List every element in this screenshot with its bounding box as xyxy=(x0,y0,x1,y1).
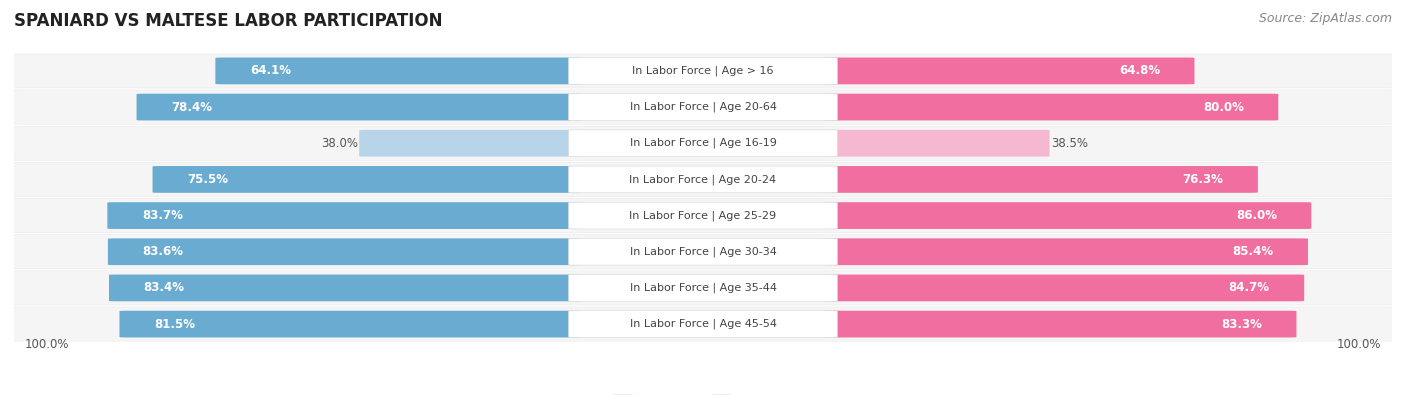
FancyBboxPatch shape xyxy=(824,58,1195,84)
FancyBboxPatch shape xyxy=(6,234,1400,269)
Text: 38.5%: 38.5% xyxy=(1050,137,1088,150)
FancyBboxPatch shape xyxy=(824,166,1258,193)
FancyBboxPatch shape xyxy=(152,166,582,193)
FancyBboxPatch shape xyxy=(215,58,582,84)
Text: In Labor Force | Age 30-34: In Labor Force | Age 30-34 xyxy=(630,246,776,257)
Text: 38.0%: 38.0% xyxy=(321,137,359,150)
FancyBboxPatch shape xyxy=(10,126,1396,160)
FancyBboxPatch shape xyxy=(10,271,1396,305)
FancyBboxPatch shape xyxy=(824,130,1049,157)
Text: 83.4%: 83.4% xyxy=(143,281,184,294)
Text: 100.0%: 100.0% xyxy=(24,338,69,351)
FancyBboxPatch shape xyxy=(359,130,582,157)
FancyBboxPatch shape xyxy=(6,307,1400,341)
Text: In Labor Force | Age 25-29: In Labor Force | Age 25-29 xyxy=(630,210,776,221)
Text: In Labor Force | Age 20-64: In Labor Force | Age 20-64 xyxy=(630,102,776,112)
Legend: Spaniard, Maltese: Spaniard, Maltese xyxy=(607,389,799,395)
FancyBboxPatch shape xyxy=(6,126,1400,161)
Text: 80.0%: 80.0% xyxy=(1204,101,1244,114)
FancyBboxPatch shape xyxy=(824,238,1308,265)
FancyBboxPatch shape xyxy=(824,275,1305,301)
Text: 81.5%: 81.5% xyxy=(153,318,195,331)
FancyBboxPatch shape xyxy=(10,199,1396,232)
FancyBboxPatch shape xyxy=(120,311,582,337)
FancyBboxPatch shape xyxy=(6,271,1400,305)
FancyBboxPatch shape xyxy=(136,94,582,120)
Text: In Labor Force | Age 20-24: In Labor Force | Age 20-24 xyxy=(630,174,776,185)
Text: In Labor Force | Age 45-54: In Labor Force | Age 45-54 xyxy=(630,319,776,329)
Text: Source: ZipAtlas.com: Source: ZipAtlas.com xyxy=(1258,12,1392,25)
FancyBboxPatch shape xyxy=(10,163,1396,196)
FancyBboxPatch shape xyxy=(10,90,1396,124)
FancyBboxPatch shape xyxy=(568,166,838,193)
Text: 86.0%: 86.0% xyxy=(1236,209,1277,222)
Text: SPANIARD VS MALTESE LABOR PARTICIPATION: SPANIARD VS MALTESE LABOR PARTICIPATION xyxy=(14,12,443,30)
Text: In Labor Force | Age 35-44: In Labor Force | Age 35-44 xyxy=(630,283,776,293)
Text: 85.4%: 85.4% xyxy=(1233,245,1274,258)
FancyBboxPatch shape xyxy=(568,130,838,157)
FancyBboxPatch shape xyxy=(6,90,1400,124)
FancyBboxPatch shape xyxy=(10,54,1396,88)
FancyBboxPatch shape xyxy=(107,202,582,229)
Text: 83.6%: 83.6% xyxy=(142,245,183,258)
Text: In Labor Force | Age 16-19: In Labor Force | Age 16-19 xyxy=(630,138,776,149)
FancyBboxPatch shape xyxy=(568,94,838,120)
FancyBboxPatch shape xyxy=(110,275,582,301)
Text: 76.3%: 76.3% xyxy=(1182,173,1223,186)
FancyBboxPatch shape xyxy=(568,202,838,229)
Text: 64.8%: 64.8% xyxy=(1119,64,1160,77)
FancyBboxPatch shape xyxy=(824,311,1296,337)
Text: 64.1%: 64.1% xyxy=(250,64,291,77)
FancyBboxPatch shape xyxy=(824,94,1278,120)
Text: 84.7%: 84.7% xyxy=(1229,281,1270,294)
FancyBboxPatch shape xyxy=(568,238,838,265)
Text: 100.0%: 100.0% xyxy=(1337,338,1382,351)
FancyBboxPatch shape xyxy=(10,307,1396,341)
FancyBboxPatch shape xyxy=(568,275,838,301)
FancyBboxPatch shape xyxy=(108,238,582,265)
FancyBboxPatch shape xyxy=(6,198,1400,233)
Text: 83.7%: 83.7% xyxy=(142,209,183,222)
FancyBboxPatch shape xyxy=(568,58,838,84)
Text: 75.5%: 75.5% xyxy=(187,173,228,186)
Text: 83.3%: 83.3% xyxy=(1222,318,1263,331)
FancyBboxPatch shape xyxy=(10,235,1396,269)
Text: 78.4%: 78.4% xyxy=(172,101,212,114)
FancyBboxPatch shape xyxy=(824,202,1312,229)
FancyBboxPatch shape xyxy=(6,54,1400,88)
Text: In Labor Force | Age > 16: In Labor Force | Age > 16 xyxy=(633,66,773,76)
FancyBboxPatch shape xyxy=(568,311,838,337)
FancyBboxPatch shape xyxy=(6,162,1400,197)
